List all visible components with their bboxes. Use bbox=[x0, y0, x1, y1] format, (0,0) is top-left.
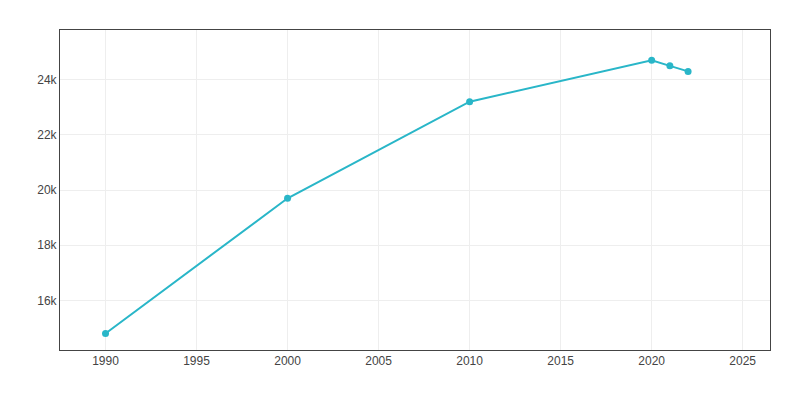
svg-text:2025: 2025 bbox=[729, 354, 756, 368]
svg-text:2020: 2020 bbox=[638, 354, 665, 368]
svg-text:16k: 16k bbox=[37, 294, 57, 308]
svg-text:18k: 18k bbox=[37, 238, 57, 252]
svg-text:2010: 2010 bbox=[456, 354, 483, 368]
svg-text:2015: 2015 bbox=[547, 354, 574, 368]
svg-text:2005: 2005 bbox=[365, 354, 392, 368]
svg-text:22k: 22k bbox=[37, 128, 57, 142]
svg-text:2000: 2000 bbox=[274, 354, 301, 368]
svg-text:1995: 1995 bbox=[183, 354, 210, 368]
svg-text:20k: 20k bbox=[37, 183, 57, 197]
svg-text:24k: 24k bbox=[37, 73, 57, 87]
svg-text:1990: 1990 bbox=[92, 354, 119, 368]
